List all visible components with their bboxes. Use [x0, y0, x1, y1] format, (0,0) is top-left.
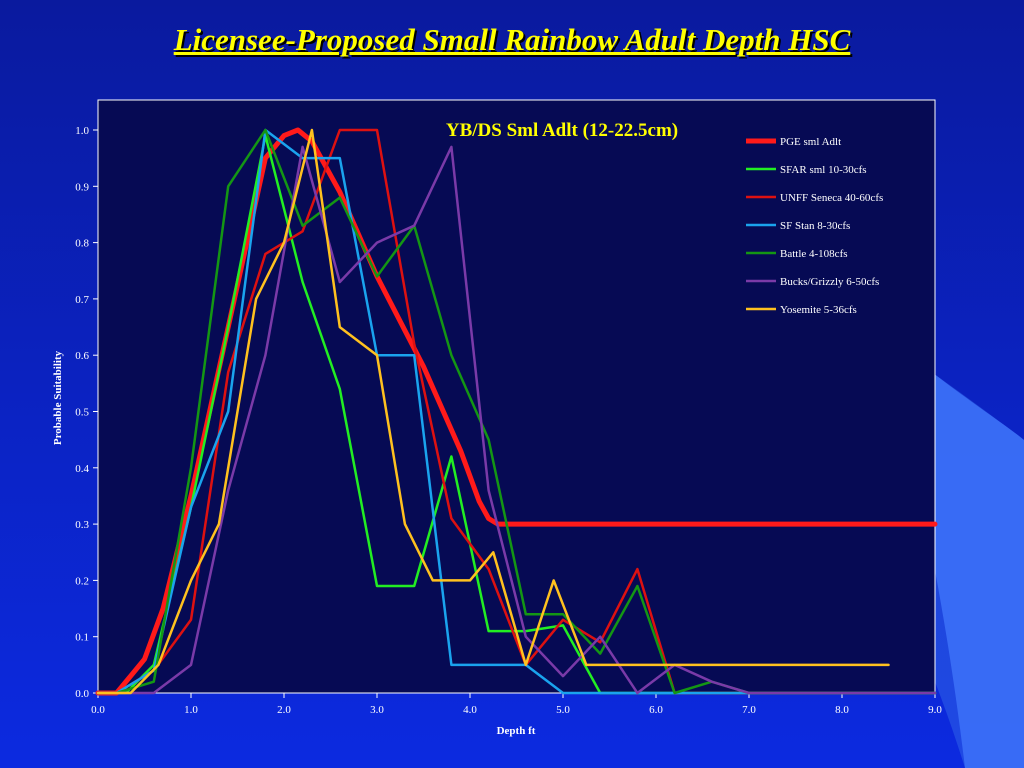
y-tick-label: 0.8 [75, 238, 89, 250]
y-tick-label: 0.7 [75, 294, 89, 306]
legend-label: Yosemite 5-36cfs [780, 304, 857, 316]
x-axis-title: Depth ft [497, 725, 536, 737]
y-tick-label: 0.2 [75, 575, 89, 587]
x-tick-label: 7.0 [742, 704, 756, 716]
y-tick-label: 0.1 [75, 632, 89, 644]
x-tick-label: 0.0 [91, 704, 105, 716]
x-tick-label: 6.0 [649, 704, 663, 716]
y-axis-title: Probable Suitability [52, 350, 64, 445]
x-tick-label: 5.0 [556, 704, 570, 716]
y-tick-label: 0.6 [75, 350, 89, 362]
legend-label: Bucks/Grizzly 6-50cfs [780, 276, 879, 288]
series-line [96, 128, 937, 695]
legend: PGE sml Adlt SFAR sml 10-30cfs UNFF Seneca… [746, 136, 883, 316]
series-line [95, 127, 938, 696]
x-tick-label: 1.0 [184, 704, 198, 716]
legend-label: SF Stan 8-30cfs [780, 220, 850, 232]
y-tick-label: 0.0 [75, 688, 89, 700]
y-tick-label: 0.4 [75, 463, 89, 475]
legend-label: Battle 4-108cfs [780, 248, 848, 260]
y-tick-label: 1.0 [75, 125, 89, 137]
x-tick-label: 8.0 [835, 704, 849, 716]
x-tick-label: 2.0 [277, 704, 291, 716]
plot-area [97, 99, 936, 694]
x-tick-label: 9.0 [928, 704, 942, 716]
chart-title: YB/DS Sml Adlt (12-22.5cm) [446, 120, 678, 141]
series-line [96, 128, 937, 695]
y-tick-label: 0.5 [75, 407, 89, 419]
x-tick-label: 4.0 [463, 704, 477, 716]
legend-label: SFAR sml 10-30cfs [780, 164, 867, 176]
y-tick-label: 0.9 [75, 181, 89, 193]
legend-label: PGE sml Adlt [780, 136, 841, 148]
series-line [96, 128, 890, 695]
x-tick-label: 3.0 [370, 704, 384, 716]
series-line [96, 145, 937, 695]
legend-label: UNFF Seneca 40-60cfs [780, 192, 883, 204]
y-tick-label: 0.3 [75, 519, 89, 531]
slide-title: Licensee-Proposed Small Rainbow Adult De… [173, 22, 851, 57]
